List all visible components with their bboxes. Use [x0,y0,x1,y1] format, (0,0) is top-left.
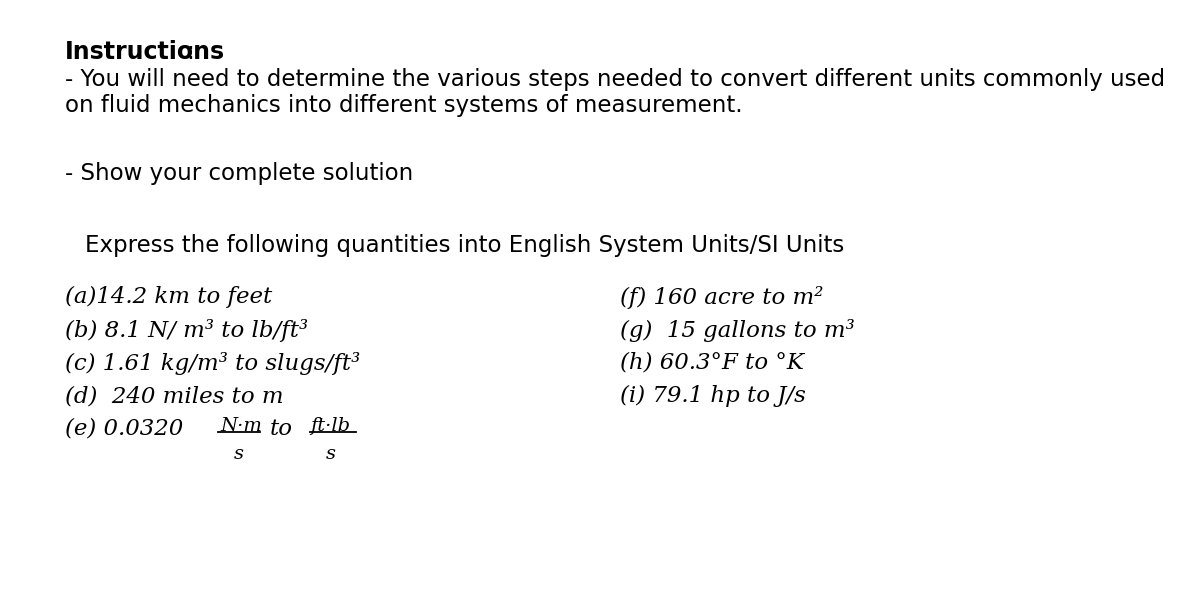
Text: N·m: N·m [220,417,262,435]
Text: :: : [186,40,194,64]
Text: s: s [326,445,336,463]
Text: s: s [234,445,244,463]
Text: - Show your complete solution: - Show your complete solution [65,162,413,185]
Text: (b) 8.1 N/ m³ to lb/ft³: (b) 8.1 N/ m³ to lb/ft³ [65,319,308,342]
Text: (h) 60.3°F to °K: (h) 60.3°F to °K [620,352,804,374]
Text: (i) 79.1 hp to J/s: (i) 79.1 hp to J/s [620,385,806,407]
Text: (a)14.2 km to feet: (a)14.2 km to feet [65,286,272,308]
Text: - You will need to determine the various steps needed to convert different units: - You will need to determine the various… [65,68,1165,91]
Text: (g)  15 gallons to m³: (g) 15 gallons to m³ [620,319,854,342]
Text: Express the following quantities into English System Units/SI Units: Express the following quantities into En… [85,234,845,257]
Text: to: to [270,418,293,440]
Text: (f) 160 acre to m²: (f) 160 acre to m² [620,286,823,309]
Text: (d)  240 miles to m: (d) 240 miles to m [65,385,283,407]
Text: on fluid mechanics into different systems of measurement.: on fluid mechanics into different system… [65,94,743,117]
Text: Instructions: Instructions [65,40,226,64]
Text: (c) 1.61 kg/m³ to slugs/ft³: (c) 1.61 kg/m³ to slugs/ft³ [65,352,360,375]
Text: ft·lb: ft·lb [310,417,350,435]
Text: (e) 0.0320: (e) 0.0320 [65,418,184,440]
